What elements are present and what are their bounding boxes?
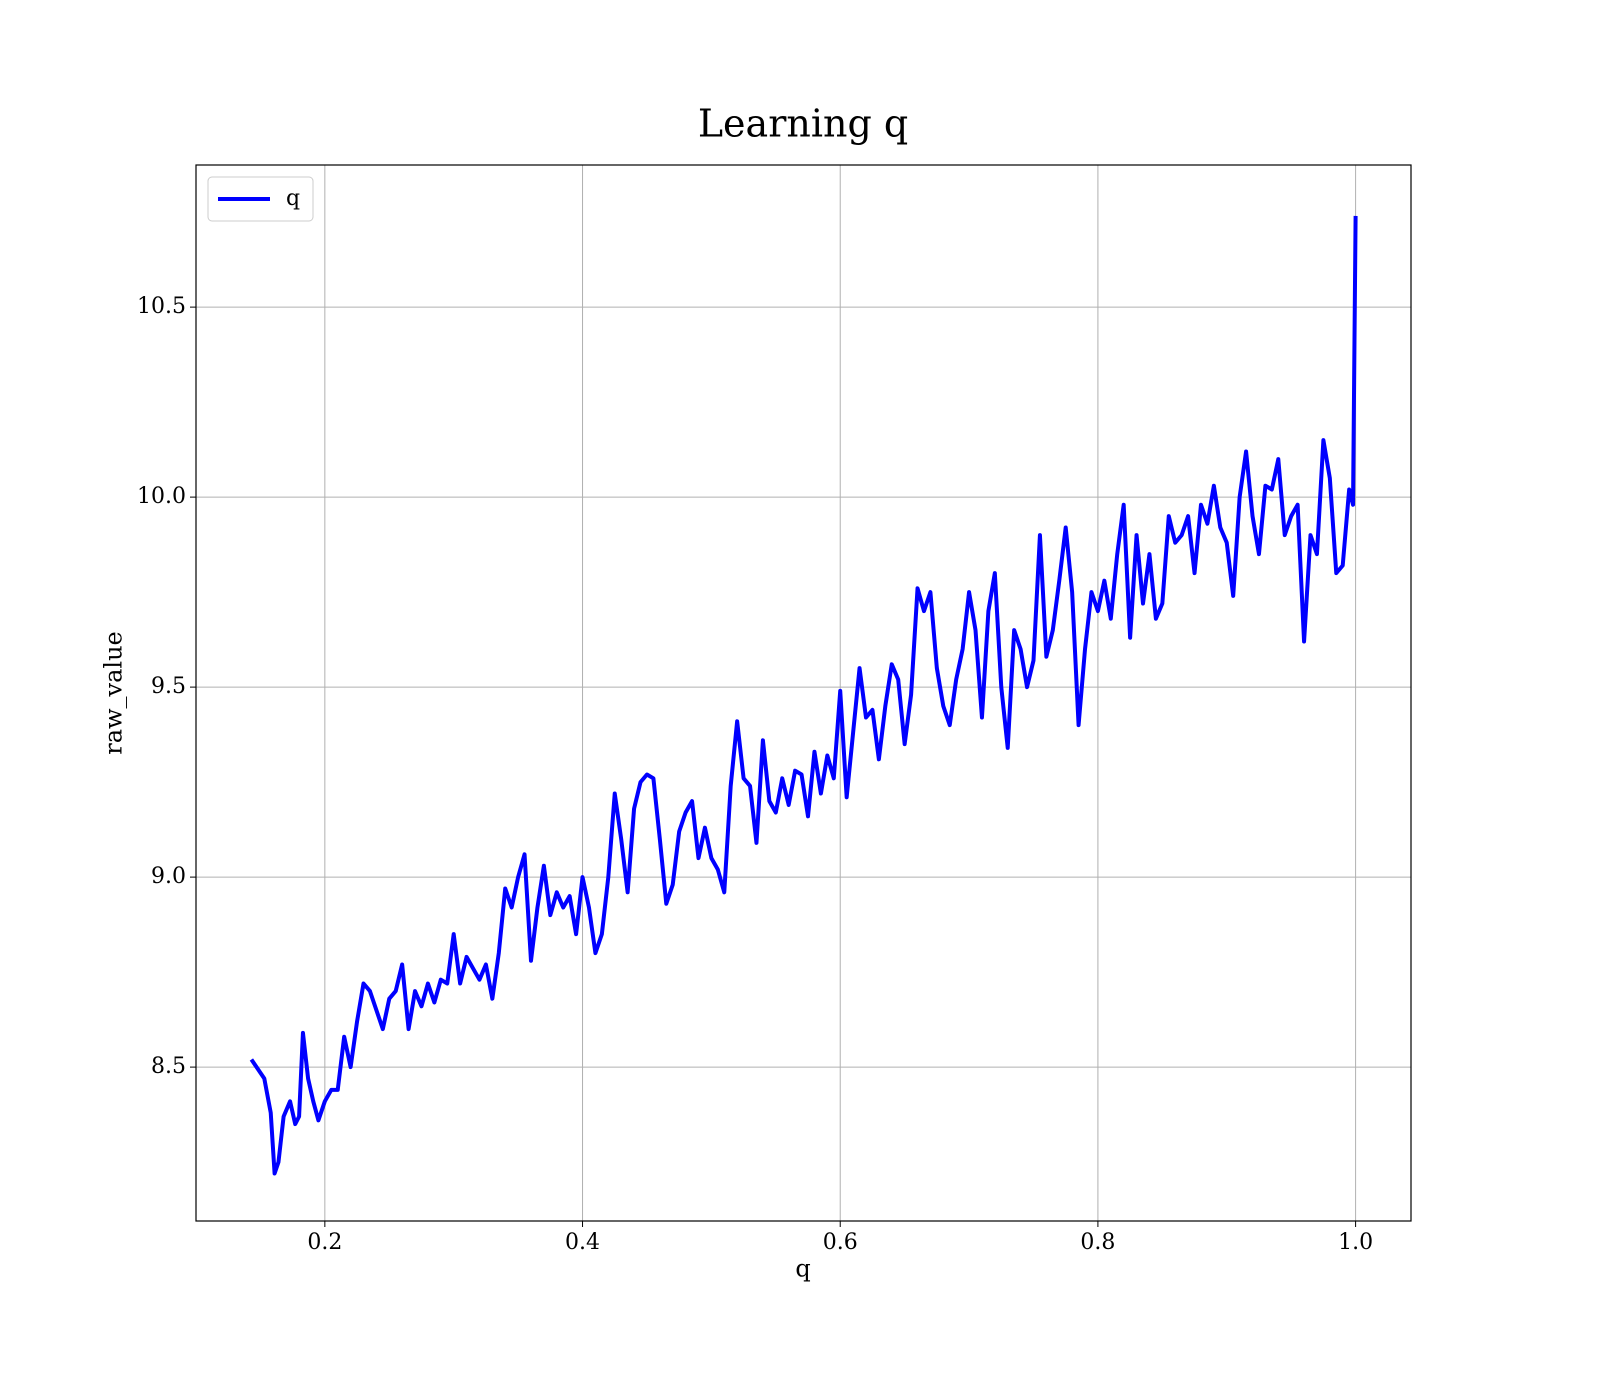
y-tick-label: 9.5 <box>151 674 186 699</box>
y-axis-label: raw_value <box>100 631 128 755</box>
x-tick-label: 0.2 <box>307 1230 342 1255</box>
x-tick-label: 0.8 <box>1080 1230 1115 1255</box>
legend-label: q <box>286 186 300 211</box>
plot-frame <box>195 164 1412 1222</box>
y-tick-label: 10.5 <box>137 294 186 319</box>
x-axis-label: q <box>795 1255 810 1283</box>
x-tick-label: 1.0 <box>1338 1230 1373 1255</box>
x-tick-label: 0.4 <box>565 1230 600 1255</box>
chart-title: Learning q <box>698 102 908 146</box>
y-tick-label: 10.0 <box>137 484 186 509</box>
data-line <box>249 215 1358 1176</box>
y-tick-label: 9.0 <box>151 864 186 889</box>
y-tick-label: 8.5 <box>151 1054 186 1079</box>
x-tick-label: 0.6 <box>823 1230 858 1255</box>
